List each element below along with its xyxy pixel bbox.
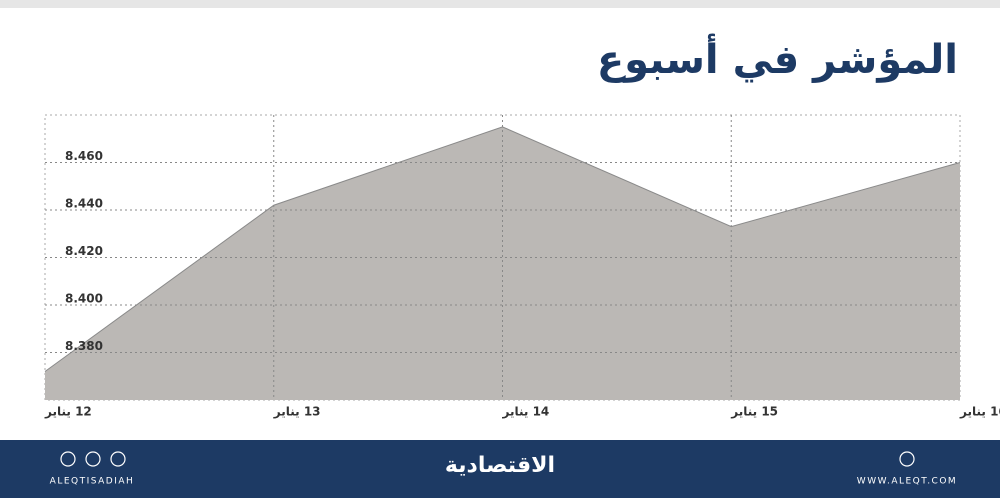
- x-tick-label: 13 يناير: [273, 405, 321, 419]
- footer-website: WWW.ALEQT.COM: [857, 477, 957, 487]
- footer-brand: الاقتصادية: [445, 453, 555, 478]
- top-band: [0, 0, 1000, 8]
- y-tick-label: 8.400: [65, 292, 103, 306]
- footer-handle: ALEQTISADIAH: [50, 477, 135, 487]
- x-tick-label: 12 يناير: [44, 405, 92, 419]
- x-tick-label: 16 يناير: [959, 405, 1000, 419]
- chart-title: المؤشر في أسبوع: [597, 33, 958, 83]
- web-icon: [899, 451, 915, 467]
- x-tick-label: 14 يناير: [502, 405, 550, 419]
- y-tick-label: 8.460: [65, 149, 103, 163]
- y-tick-label: 8.420: [65, 244, 103, 258]
- social-icons: [60, 451, 126, 467]
- footer-band: [0, 440, 1000, 498]
- y-tick-label: 8.440: [65, 197, 103, 211]
- x-tick-label: 15 يناير: [730, 405, 778, 419]
- y-tick-label: 8.380: [65, 339, 103, 353]
